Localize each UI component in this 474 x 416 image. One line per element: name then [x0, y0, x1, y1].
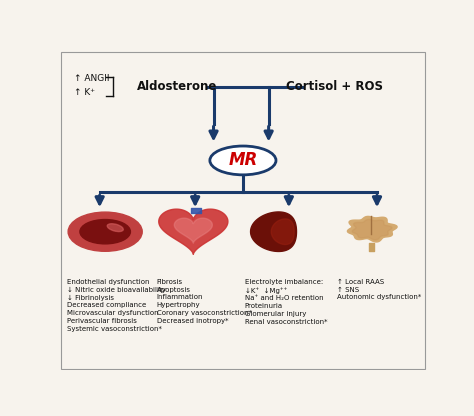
Text: Cortisol + ROS: Cortisol + ROS	[286, 80, 383, 93]
Text: Aldosterone: Aldosterone	[137, 80, 217, 93]
Text: ↑ Local RAAS
↑ SNS
Autonomic dysfunction*: ↑ Local RAAS ↑ SNS Autonomic dysfunction…	[337, 279, 421, 300]
Text: ↑ K⁺: ↑ K⁺	[74, 88, 95, 97]
Text: Fibrosis
Apoptosis
Inflammation
Hypertrophy
Coronary vasoconstriction*
Decreased: Fibrosis Apoptosis Inflammation Hypertro…	[156, 279, 252, 324]
Text: Endothelial dysfunction
↓ Nitric oxide bioavailability
↓ Fibrinolysis
Decreased : Endothelial dysfunction ↓ Nitric oxide b…	[66, 279, 165, 332]
Ellipse shape	[210, 146, 276, 175]
Text: ↑ ANGII: ↑ ANGII	[74, 74, 109, 83]
Text: MR: MR	[228, 151, 257, 169]
Text: Electrolyte imbalance:
↓K⁺  ↓Mg⁺⁺
Na⁺ and H₂O retention
Proteinuria
Glomerular i: Electrolyte imbalance: ↓K⁺ ↓Mg⁺⁺ Na⁺ and…	[245, 279, 327, 325]
